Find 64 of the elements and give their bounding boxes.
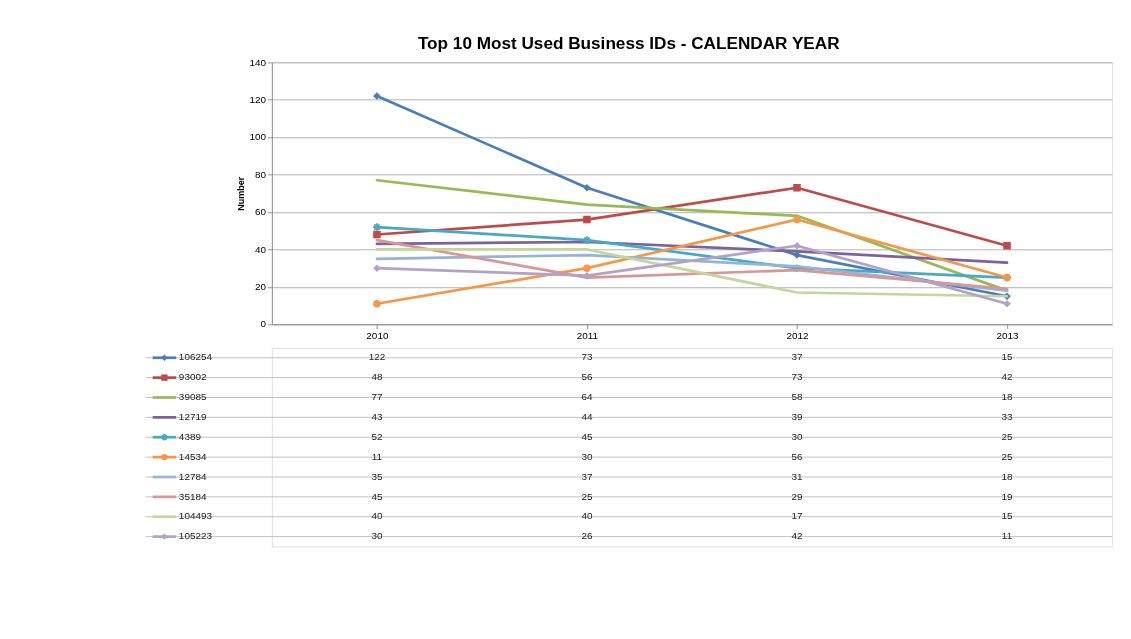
data-label: 52 (371, 430, 383, 442)
data-label: 122 (368, 351, 386, 363)
legend-label: 35184 (178, 490, 207, 502)
data-label: 33 (1001, 411, 1014, 423)
y-tick-label: 0 (260, 318, 267, 330)
data-label: 42 (1001, 371, 1014, 383)
legend-label: 4389 (178, 430, 202, 442)
x-tick-label: 2012 (786, 330, 809, 342)
legend-label: 93002 (178, 371, 207, 383)
data-label: 37 (791, 351, 803, 363)
data-label: 77 (371, 391, 383, 403)
legend-label: 104493 (178, 510, 213, 522)
data-label: 25 (1001, 450, 1014, 462)
y-tick-label: 80 (254, 168, 267, 180)
data-label: 48 (371, 371, 383, 383)
data-label: 73 (791, 371, 803, 383)
legend-label: 12719 (178, 411, 207, 423)
y-tick-label: 20 (254, 281, 267, 293)
y-tick-label: 40 (254, 243, 267, 255)
data-label: 26 (581, 530, 593, 542)
data-label: 31 (791, 470, 803, 482)
data-label: 56 (791, 450, 803, 462)
data-label: 43 (371, 411, 383, 423)
legend-label: 39085 (178, 391, 207, 403)
y-tick-label: 140 (249, 56, 267, 68)
data-label: 30 (371, 530, 383, 542)
data-label: 29 (791, 490, 803, 502)
data-label: 25 (1001, 430, 1014, 442)
data-label: 40 (371, 510, 383, 522)
data-label: 25 (581, 490, 593, 502)
y-tick-label: 100 (249, 131, 267, 143)
data-label: 15 (1001, 351, 1014, 363)
data-label: 18 (1001, 391, 1014, 403)
data-label: 58 (791, 391, 803, 403)
data-label: 56 (581, 371, 593, 383)
data-label: 39 (791, 411, 803, 423)
data-label: 30 (791, 430, 803, 442)
data-label: 42 (791, 530, 803, 542)
data-label: 35 (371, 470, 383, 482)
legend-label: 14534 (178, 450, 207, 462)
legend-label: 106254 (178, 351, 213, 363)
chart-title: Top 10 Most Used Business IDs - CALENDAR YEAR (417, 33, 841, 54)
data-label: 18 (1001, 470, 1014, 482)
data-label: 11 (371, 450, 383, 462)
x-tick-label: 2013 (996, 330, 1019, 342)
y-tick-label: 60 (254, 206, 267, 218)
data-label: 19 (1001, 490, 1014, 502)
x-tick-label: 2010 (366, 330, 389, 342)
data-label: 73 (581, 351, 593, 363)
data-label: 44 (581, 411, 593, 423)
legend-label: 105223 (178, 530, 213, 542)
data-label: 40 (581, 510, 593, 522)
x-tick-label: 2011 (576, 330, 599, 342)
data-label: 37 (581, 470, 593, 482)
data-label: 30 (581, 450, 593, 462)
y-tick-label: 120 (249, 93, 267, 105)
data-label: 15 (1001, 510, 1014, 522)
data-label: 45 (371, 490, 383, 502)
y-axis-title: Number (236, 176, 247, 211)
data-label: 64 (581, 391, 593, 403)
data-label: 45 (581, 430, 593, 442)
legend-label: 12784 (178, 470, 207, 482)
data-label: 11 (1001, 530, 1013, 542)
data-label: 17 (791, 510, 803, 522)
